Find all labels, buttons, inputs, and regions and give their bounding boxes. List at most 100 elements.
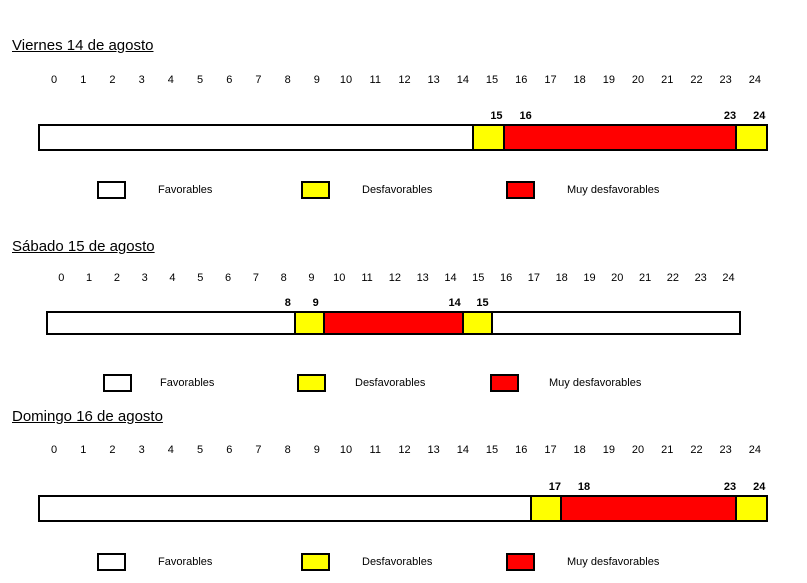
boundary-label: 17 [548, 481, 561, 493]
hour-tick-label: 8 [284, 74, 291, 86]
hour-tick-label: 21 [661, 444, 674, 456]
legend-label: Muy desfavorables [567, 556, 660, 568]
hour-tick-label: 17 [527, 272, 540, 284]
hour-tick-label: 20 [631, 74, 645, 86]
timeline-bar [46, 311, 741, 335]
boundary-label: 15 [476, 297, 489, 309]
hour-tick-label: 0 [58, 272, 65, 284]
boundary-label: 24 [753, 481, 766, 493]
boundary-label: 23 [723, 481, 737, 493]
hour-tick-label: 19 [602, 74, 615, 86]
hour-tick-label: 22 [690, 444, 703, 456]
legend-swatch-muy-desfavorable [506, 181, 535, 199]
hour-tick-label: 9 [313, 444, 320, 456]
legend-label: Favorables [158, 556, 213, 568]
hour-tick-label: 24 [722, 272, 735, 284]
legend-label: Muy desfavorables [567, 184, 660, 196]
hour-tick-label: 3 [141, 272, 148, 284]
legend-swatch-favorable [103, 374, 132, 392]
hour-tick-label: 4 [167, 74, 174, 86]
hour-tick-label: 10 [339, 74, 353, 86]
segment-desfavorable [472, 126, 503, 149]
legend-label: Desfavorables [362, 556, 433, 568]
hour-tick-label: 22 [690, 74, 703, 86]
legend-label: Desfavorables [355, 377, 426, 389]
hour-tick-label: 5 [196, 74, 204, 86]
hour-tick-label: 4 [167, 444, 174, 456]
hour-tick-label: 10 [333, 272, 346, 284]
hour-tick-label: 18 [573, 74, 586, 86]
hour-tick-label: 14 [456, 74, 469, 86]
hour-tick-label: 14 [444, 272, 457, 284]
legend-label: Favorables [160, 377, 215, 389]
hour-tick-label: 9 [308, 272, 315, 284]
legend-swatch-desfavorable [301, 181, 330, 199]
hour-tick-label: 17 [544, 444, 557, 456]
hour-tick-label: 3 [138, 74, 145, 86]
hour-tick-label: 10 [339, 444, 353, 456]
hour-tick-label: 21 [638, 272, 652, 284]
segment-desfavorable [293, 313, 324, 333]
hour-tick-label: 7 [252, 272, 259, 284]
hour-tick-label: 15 [485, 74, 499, 86]
legend-swatch-favorable [97, 553, 126, 571]
hour-tick-label: 3 [138, 444, 145, 456]
hour-tick-label: 16 [515, 444, 528, 456]
hour-tick-label: 19 [602, 444, 615, 456]
hour-tick-label: 12 [398, 74, 411, 86]
legend-swatch-desfavorable [297, 374, 326, 392]
section-title: Domingo 16 de agosto [12, 408, 163, 425]
legend-label: Desfavorables [362, 184, 433, 196]
segment-favorable [40, 126, 472, 149]
hour-tick-label: 8 [280, 272, 287, 284]
hour-tick-label: 8 [284, 444, 291, 456]
hour-tick-label: 21 [661, 74, 674, 86]
legend-swatch-desfavorable [301, 553, 330, 571]
boundary-label: 14 [448, 297, 461, 309]
hour-tick-label: 11 [369, 74, 381, 86]
hour-tick-label: 7 [255, 74, 262, 86]
hour-tick-label: 15 [485, 444, 499, 456]
hour-tick-label: 4 [169, 272, 176, 284]
hour-tick-label: 9 [313, 74, 320, 86]
timeline-bar [38, 495, 768, 522]
hour-tick-label: 1 [86, 272, 93, 284]
boundary-label: 24 [753, 110, 766, 122]
hour-tick-label: 20 [611, 272, 624, 284]
hour-tick-label: 13 [427, 444, 440, 456]
segment-favorable [491, 313, 739, 333]
segment-desfavorable [735, 126, 766, 149]
hour-tick-label: 16 [499, 272, 513, 284]
hour-tick-label: 23 [694, 272, 707, 284]
segment-favorable [40, 497, 530, 520]
hour-tick-label: 0 [50, 74, 58, 86]
hour-tick-label: 16 [515, 74, 528, 86]
legend-swatch-muy-desfavorable [506, 553, 535, 571]
hour-tick-label: 18 [555, 272, 568, 284]
hour-tick-label: 6 [225, 272, 232, 284]
timeline-bar [38, 124, 768, 151]
boundary-label: 23 [723, 110, 737, 122]
hour-tick-label: 11 [361, 272, 373, 284]
hour-tick-label: 15 [472, 272, 485, 284]
hour-tick-label: 24 [748, 444, 761, 456]
hour-tick-label: 6 [226, 444, 233, 456]
hour-tick-label: 13 [427, 74, 440, 86]
segment-muy-desfavorable [323, 313, 462, 333]
legend-label: Favorables [158, 184, 213, 196]
hour-tick-label: 6 [226, 74, 233, 86]
hour-tick-label: 1 [80, 74, 87, 86]
section-title: Sábado 15 de agosto [12, 238, 155, 255]
boundary-label: 16 [519, 110, 532, 122]
hour-tick-label: 20 [631, 444, 645, 456]
hour-tick-label: 13 [416, 272, 429, 284]
hour-tick-label: 23 [719, 444, 732, 456]
segment-muy-desfavorable [502, 126, 736, 149]
hour-tick-label: 18 [573, 444, 586, 456]
segment-muy-desfavorable [560, 497, 736, 520]
segment-desfavorable [529, 497, 561, 520]
boundary-label: 18 [577, 481, 591, 493]
segment-desfavorable [461, 313, 492, 333]
hour-tick-label: 11 [369, 444, 381, 456]
